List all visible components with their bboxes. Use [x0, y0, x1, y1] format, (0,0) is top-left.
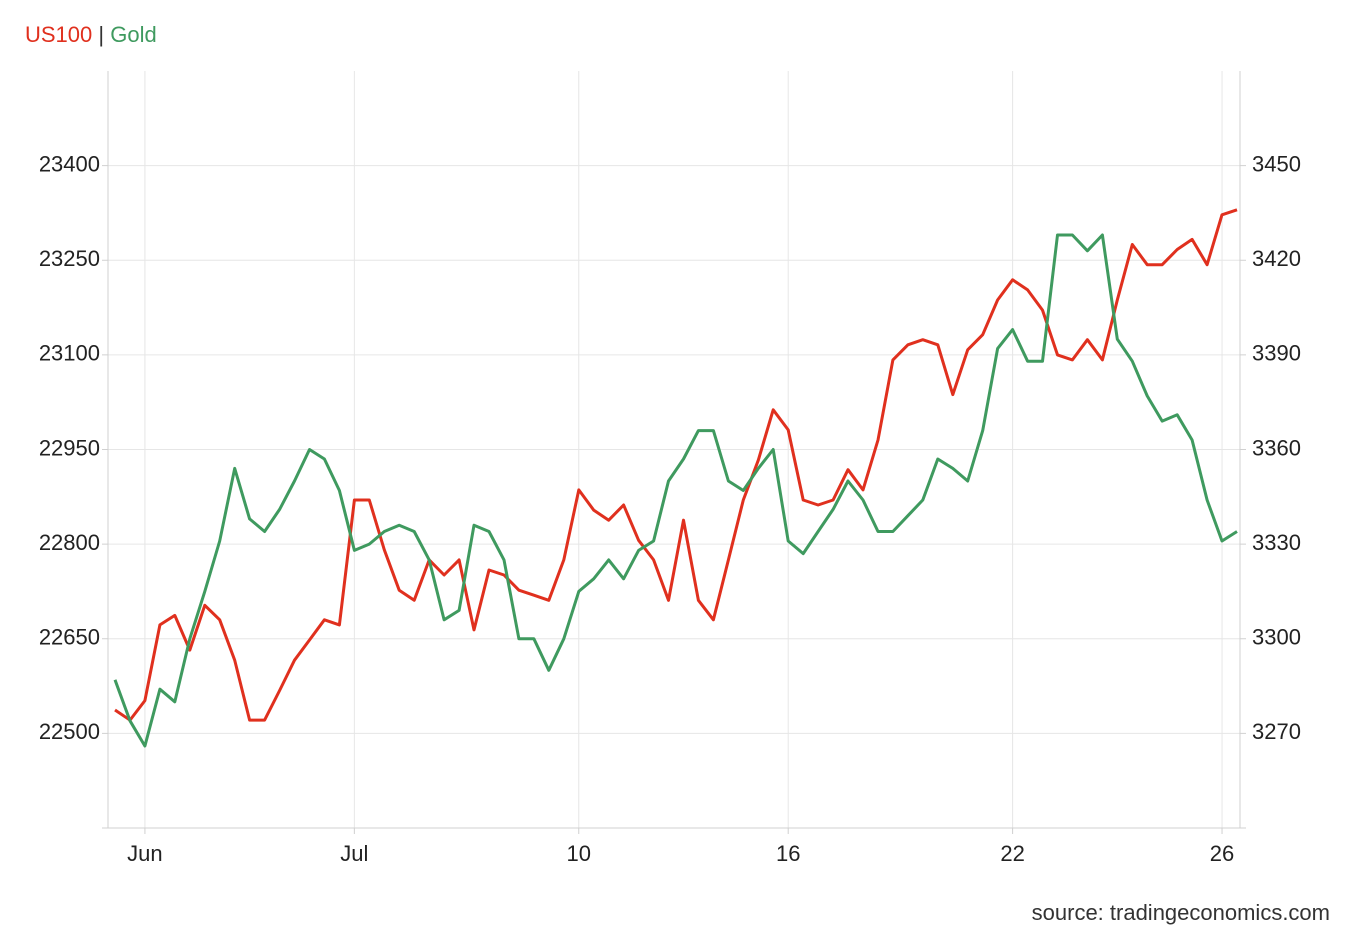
line-series: [113, 233, 1238, 748]
legend-entry: Gold: [110, 22, 156, 47]
y2-tick-label: 3270: [1252, 719, 1301, 744]
y2-tick-label: 3300: [1252, 625, 1301, 650]
grid: [108, 71, 1240, 828]
y2-tick-label: 3450: [1252, 151, 1301, 176]
y2-tick-label: 3420: [1252, 246, 1301, 271]
y-tick-label: 22650: [39, 625, 100, 650]
x-tick-label: 10: [567, 841, 591, 866]
x-tick-label: Jul: [340, 841, 368, 866]
x-tick-label: Jun: [127, 841, 162, 866]
y-tick-label: 22950: [39, 435, 100, 460]
x-tick-label: 26: [1210, 841, 1234, 866]
x-tick-label: 22: [1000, 841, 1024, 866]
legend-entry: US100: [25, 22, 92, 47]
x-tick-label: 16: [776, 841, 800, 866]
line-series: [114, 208, 1238, 722]
y2-tick-label: 3390: [1252, 341, 1301, 366]
legend-separator: |: [92, 22, 110, 47]
y-tick-label: 22800: [39, 530, 100, 555]
y-tick-label: 23400: [39, 151, 100, 176]
y-tick-label: 22500: [39, 719, 100, 744]
source-note: source: tradingeconomics.com: [1032, 900, 1330, 925]
y2-tick-label: 3330: [1252, 530, 1301, 555]
y-tick-label: 23100: [39, 341, 100, 366]
y-tick-label: 23250: [39, 246, 100, 271]
y2-tick-label: 3360: [1252, 435, 1301, 460]
legend: US100 | Gold: [25, 22, 157, 47]
